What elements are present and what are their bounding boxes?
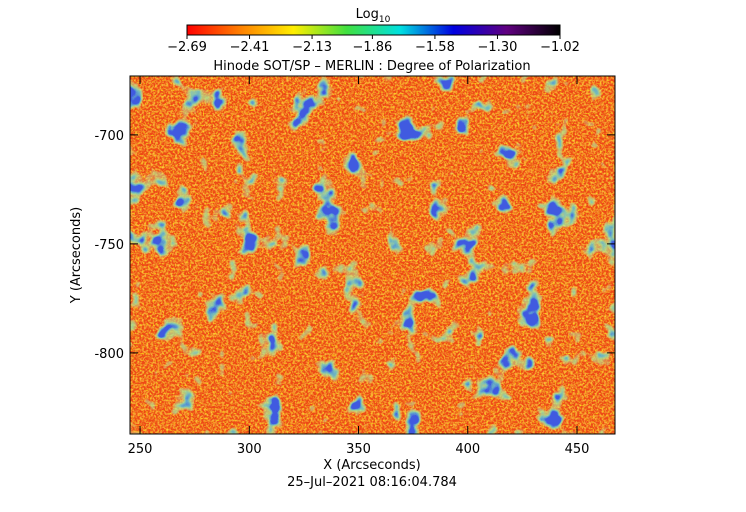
colorbar-tick-label: −2.41 xyxy=(230,40,270,55)
colorbar xyxy=(186,24,561,36)
footer: 25–Jul–2021 08:16:04.784 xyxy=(287,475,457,490)
colorbar-label-sub: 10 xyxy=(379,15,391,25)
x-tick-label: 350 xyxy=(346,442,371,457)
colorbar-tick-label: −1.58 xyxy=(415,40,455,55)
y-tick-label: -700 xyxy=(94,129,124,144)
y-axis-label: Y (Arcseconds) xyxy=(69,207,84,304)
x-tick-label: 300 xyxy=(237,442,262,457)
colorbar-tick-label: −1.02 xyxy=(540,40,580,55)
colorbar-tick-label: −2.69 xyxy=(167,40,207,55)
plot-frame xyxy=(129,75,616,435)
x-tick-label: 250 xyxy=(128,442,153,457)
x-axis-label: X (Arcseconds) xyxy=(323,458,420,473)
x-tick-label: 450 xyxy=(565,442,590,457)
colorbar-tick-label: −2.13 xyxy=(292,40,332,55)
colorbar-tick-label: −1.86 xyxy=(352,40,392,55)
colorbar-label: Log10 xyxy=(356,7,391,25)
polarization-image xyxy=(130,76,615,434)
chart-title: Hinode SOT/SP – MERLIN : Degree of Polar… xyxy=(213,59,530,74)
y-tick-label: -800 xyxy=(94,347,124,362)
y-tick-label: -750 xyxy=(94,238,124,253)
colorbar-label-main: Log xyxy=(356,7,379,22)
colorbar-tick-label: −1.30 xyxy=(478,40,518,55)
x-tick-label: 400 xyxy=(455,442,480,457)
